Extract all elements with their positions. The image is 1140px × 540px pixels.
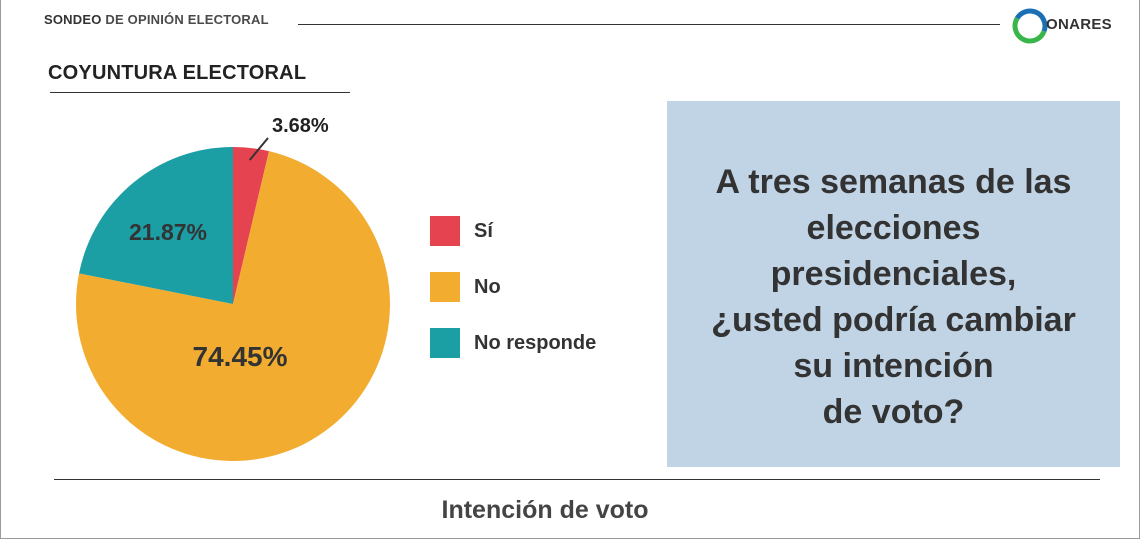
legend-swatch-no <box>430 272 460 302</box>
conares-logo <box>1012 8 1048 44</box>
pie-slice-si <box>233 147 269 304</box>
pie-slices <box>76 147 391 461</box>
section-underline <box>50 92 350 93</box>
data-label-si: 3.68% <box>272 115 329 137</box>
question-text: A tres semanas de las elecciones preside… <box>667 159 1120 435</box>
question-line: A tres semanas de las <box>715 163 1072 201</box>
question-line: ¿usted podría cambiar <box>711 301 1076 339</box>
leader-line-si <box>248 137 269 161</box>
legend-swatch-no-responde <box>430 328 460 358</box>
pie-slice-no <box>76 151 391 461</box>
question-box: A tres semanas de las elecciones preside… <box>667 101 1120 467</box>
pie-slice-no-responde <box>79 147 234 304</box>
legend-swatch-si <box>430 216 460 246</box>
question-line: su intención <box>793 347 994 385</box>
chart-legend: Sí No No responde <box>430 216 596 384</box>
legend-label-si: Sí <box>474 219 493 242</box>
logo-text: ONARES <box>1046 16 1112 33</box>
header-title-part2: DE OPINIÓN ELECTORAL <box>105 12 269 27</box>
header-divider <box>298 24 1000 25</box>
question-line: presidenciales, <box>770 255 1017 293</box>
data-label-no: 74.45% <box>193 341 288 372</box>
legend-item-no-responde: No responde <box>430 328 596 358</box>
question-line: elecciones <box>806 209 981 247</box>
legend-item-no: No <box>430 272 596 302</box>
section-title: COYUNTURA ELECTORAL <box>48 62 307 84</box>
header-title: SONDEO DE OPINIÓN ELECTORAL <box>44 12 269 27</box>
footer-divider <box>54 479 1100 480</box>
legend-label-no-responde: No responde <box>474 331 597 354</box>
footer-title: Intención de voto <box>441 496 649 524</box>
legend-item-si: Sí <box>430 216 596 246</box>
header-title-part1: SONDEO <box>44 12 102 27</box>
legend-label-no: No <box>474 275 501 298</box>
question-line: de voto? <box>822 393 965 431</box>
data-label-no-responde: 21.87% <box>129 219 207 245</box>
pie-chart: 3.68% 74.45% 21.87% <box>76 115 391 461</box>
